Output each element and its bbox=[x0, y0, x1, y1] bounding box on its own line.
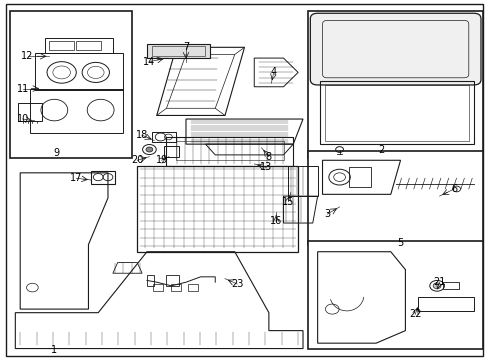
Bar bbox=[10, 12, 132, 158]
Text: 16: 16 bbox=[269, 216, 282, 226]
Text: 17: 17 bbox=[70, 173, 82, 183]
Bar bbox=[49, 41, 74, 50]
Text: 22: 22 bbox=[408, 310, 421, 319]
Bar bbox=[307, 241, 483, 348]
Text: 18: 18 bbox=[136, 130, 148, 140]
Text: 9: 9 bbox=[54, 148, 60, 158]
Text: 6: 6 bbox=[450, 184, 456, 194]
Text: 20: 20 bbox=[131, 155, 143, 165]
Text: 4: 4 bbox=[270, 67, 276, 77]
Bar bbox=[76, 41, 101, 50]
Text: 1: 1 bbox=[51, 345, 57, 355]
Text: 13: 13 bbox=[260, 162, 272, 172]
Text: 5: 5 bbox=[397, 238, 403, 248]
Text: 19: 19 bbox=[155, 155, 167, 165]
Text: 11: 11 bbox=[17, 84, 29, 94]
Bar bbox=[307, 12, 483, 158]
Text: 8: 8 bbox=[265, 152, 271, 162]
Text: 12: 12 bbox=[21, 51, 34, 61]
Text: 7: 7 bbox=[183, 42, 189, 52]
FancyBboxPatch shape bbox=[310, 13, 480, 85]
Text: 2: 2 bbox=[377, 144, 384, 154]
Text: 23: 23 bbox=[230, 279, 243, 289]
Text: 10: 10 bbox=[17, 114, 29, 124]
Polygon shape bbox=[147, 44, 210, 58]
Bar bbox=[307, 151, 483, 244]
Circle shape bbox=[146, 147, 153, 152]
Text: 3: 3 bbox=[324, 209, 330, 219]
Circle shape bbox=[432, 283, 440, 289]
Text: 21: 21 bbox=[432, 277, 445, 287]
Text: 14: 14 bbox=[143, 57, 155, 67]
Text: 15: 15 bbox=[282, 197, 294, 207]
